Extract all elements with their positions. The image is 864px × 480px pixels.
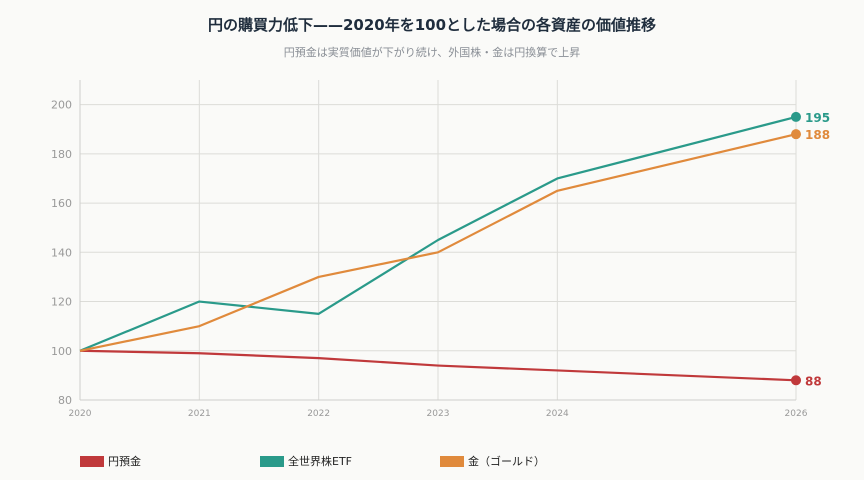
y-tick-label: 80	[58, 394, 72, 407]
chart-title: 円の購買力低下——2020年を100とした場合の各資産の価値推移	[207, 16, 657, 34]
y-tick-label: 200	[51, 99, 72, 112]
x-tick-label: 2026	[785, 409, 808, 419]
series-end-point-1	[791, 111, 801, 122]
legend-item-world-etf[interactable]: 全世界株ETF	[260, 453, 352, 469]
legend-label-gold: 金（ゴールド）	[468, 455, 545, 468]
chart-legend: 円預金 全世界株ETF 金（ゴールド）	[0, 453, 864, 469]
series-line-0	[79, 349, 797, 382]
x-tick-label: 2020	[69, 409, 92, 419]
x-tick-label: 2022	[307, 409, 330, 419]
series-end-point-2	[791, 129, 801, 140]
y-tick-label: 180	[51, 148, 72, 161]
legend-item-yen-deposit[interactable]: 円預金	[80, 453, 141, 469]
y-tick-label: 100	[51, 345, 72, 358]
x-tick-label: 2021	[188, 409, 211, 419]
y-tick-label: 140	[51, 246, 72, 259]
chart-subtitle: 円預金は実質価値が下がり続け、外国株・金は円換算で上昇	[283, 46, 581, 59]
line-chart: 80 100 120 140 160 180 200 2020 2021 2022 2023 2024…	[51, 80, 830, 419]
series-end-point-0	[791, 375, 801, 386]
series-end-label-0: 88	[805, 374, 822, 388]
y-tick-label: 160	[51, 197, 72, 210]
legend-label-yen-deposit: 円預金	[108, 455, 141, 468]
legend-swatch-world-etf	[260, 455, 284, 467]
series-end-label-1: 195	[805, 111, 830, 125]
x-tick-label: 2023	[427, 409, 450, 419]
series-line-1	[79, 115, 797, 352]
x-tick-label: 2024	[546, 409, 569, 419]
series-end-label-2: 188	[805, 128, 830, 142]
legend-label-world-etf: 全世界株ETF	[288, 455, 352, 468]
series-line-2	[79, 133, 797, 352]
legend-item-gold[interactable]: 金（ゴールド）	[440, 453, 545, 469]
legend-swatch-gold	[440, 455, 464, 467]
y-tick-label: 120	[51, 296, 72, 309]
legend-swatch-yen-deposit	[80, 455, 104, 467]
